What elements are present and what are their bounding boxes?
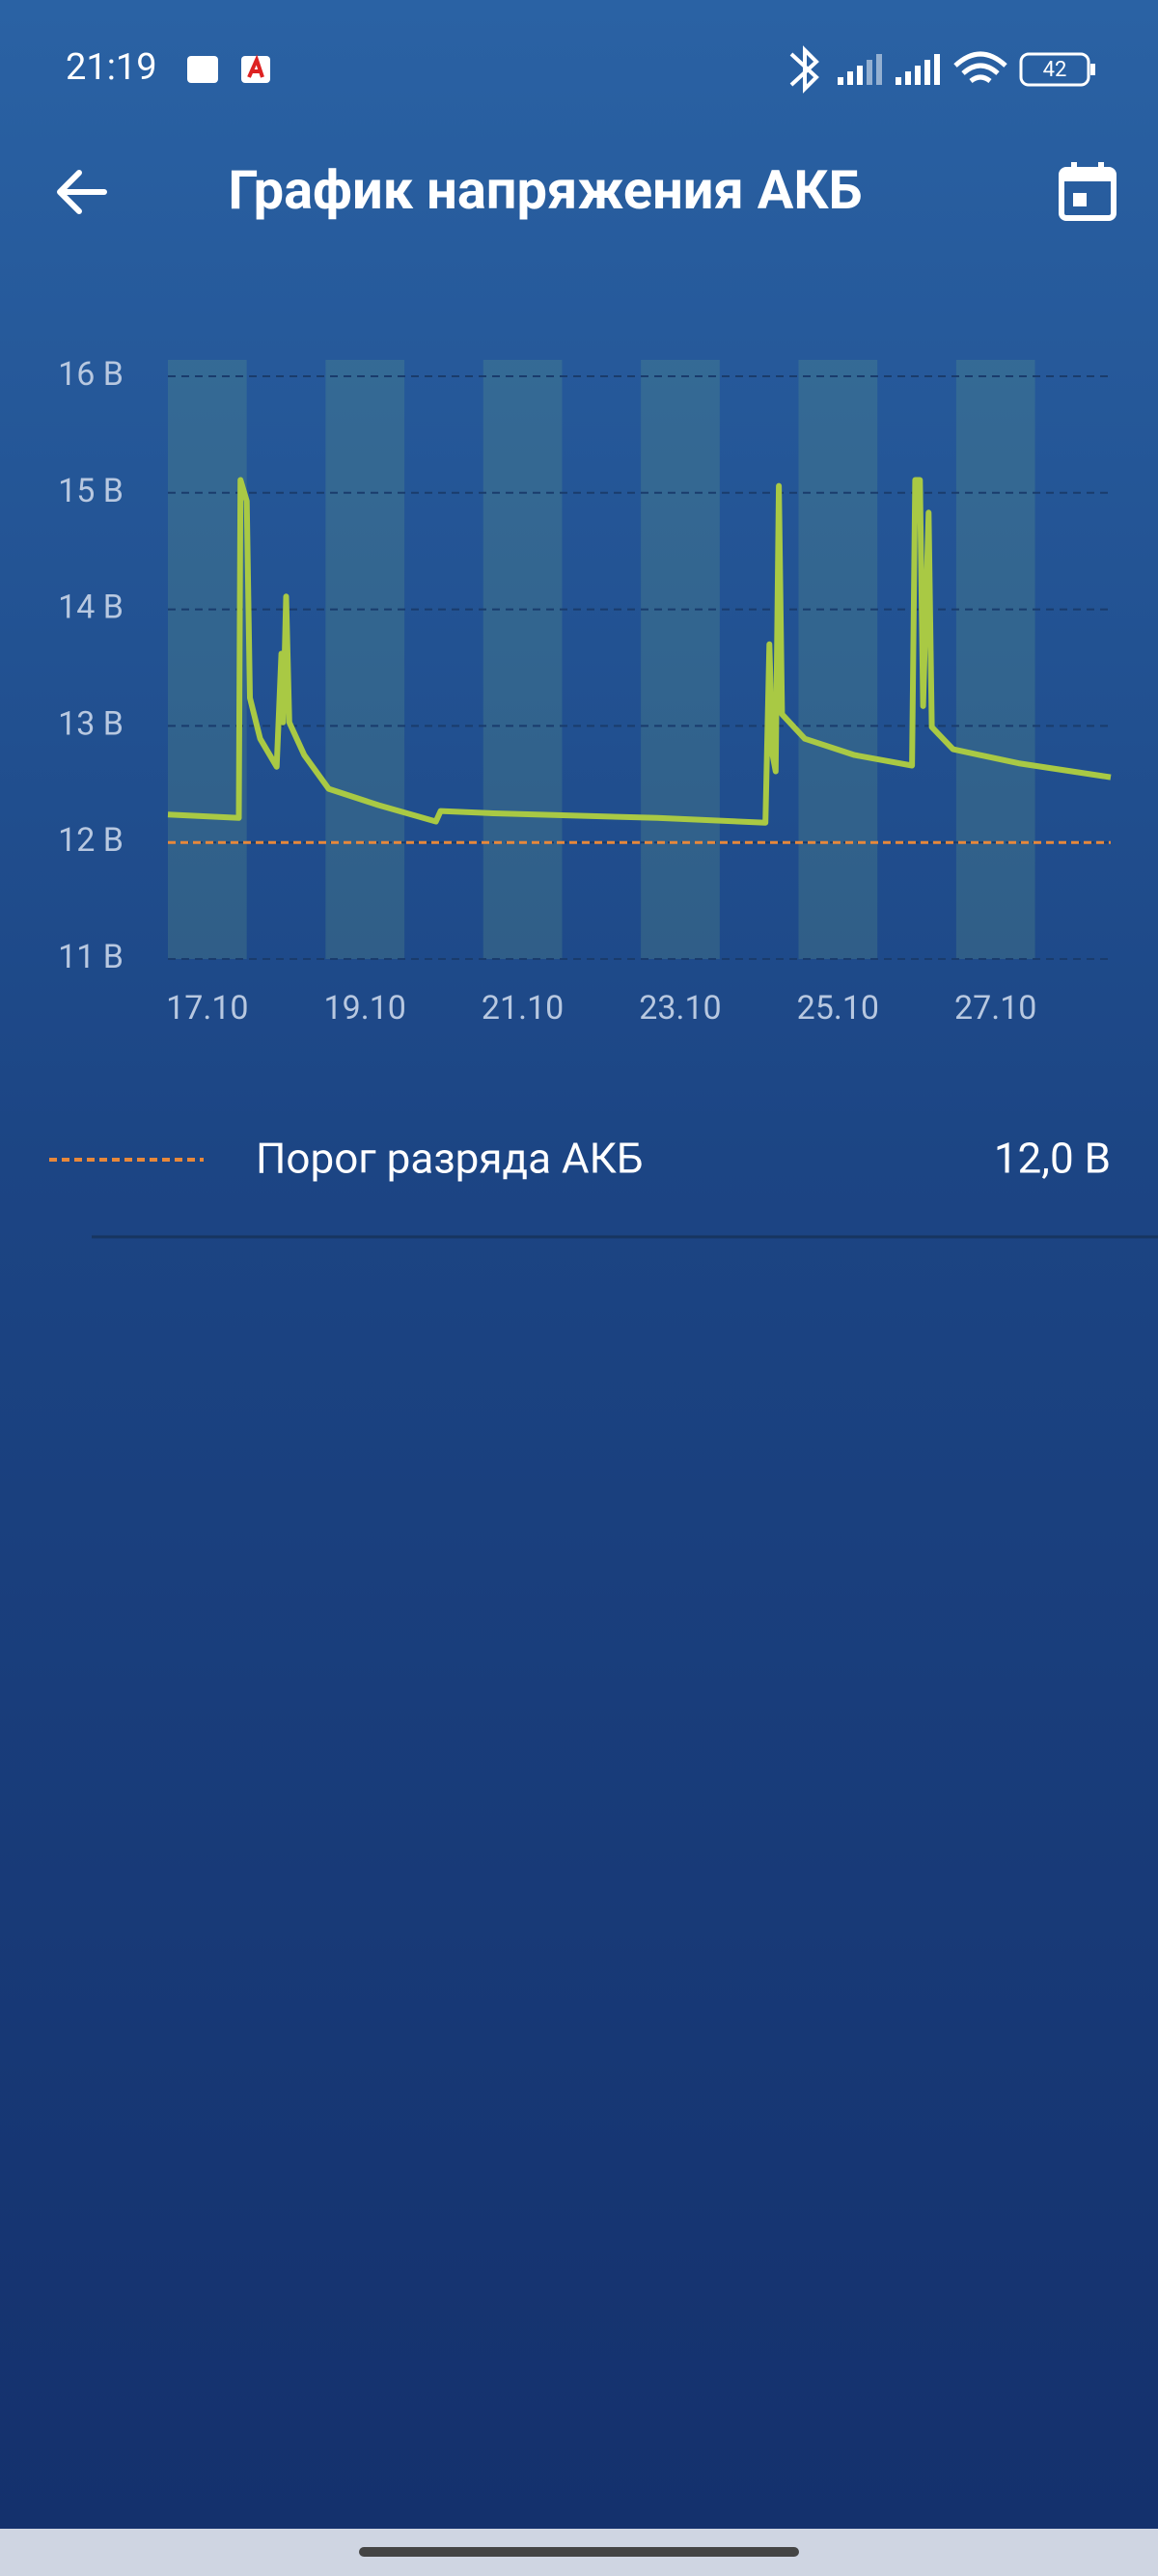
x-tick-label: 23.10 — [639, 989, 721, 1028]
x-tick-label: 27.10 — [954, 989, 1036, 1028]
y-tick-label: 11 В — [58, 938, 124, 976]
home-handle[interactable] — [359, 2547, 799, 2557]
y-tick-label: 14 В — [58, 589, 124, 627]
battery-tip — [1090, 64, 1095, 75]
x-tick-label: 25.10 — [797, 989, 879, 1028]
signal-icon — [838, 54, 940, 85]
legend-label: Порог разряда АКБ — [256, 1134, 644, 1184]
chart: 17.10 19.10 21.10 23.10 25.10 27.10 16 В 15 В 14… — [58, 355, 1112, 1028]
x-tick-label: 17.10 — [166, 989, 248, 1028]
page-title: График напряжения АКБ — [228, 158, 862, 222]
status-time: 21:19 — [66, 46, 157, 89]
bluetooth-icon — [789, 45, 819, 94]
day-band — [325, 360, 405, 959]
battery-icon — [1019, 52, 1090, 87]
day-band — [955, 360, 1035, 959]
calendar-button[interactable] — [1059, 162, 1117, 221]
day-band — [168, 360, 247, 959]
back-button[interactable] — [57, 170, 107, 214]
legend-value: 12,0 В — [994, 1134, 1111, 1184]
x-tick-label: 21.10 — [482, 989, 564, 1028]
voltage-line — [167, 477, 1112, 826]
battery-level: 42 — [1043, 58, 1067, 82]
y-tick-label: 15 В — [58, 472, 124, 510]
notification-glyph — [247, 54, 264, 78]
notification-icon — [187, 56, 218, 83]
wifi-icon — [953, 51, 1007, 84]
y-tick-label: 12 В — [58, 821, 124, 860]
y-tick-label: 13 В — [58, 704, 124, 743]
day-band — [798, 360, 878, 959]
day-band — [482, 360, 563, 959]
x-tick-label: 19.10 — [324, 989, 406, 1028]
day-band — [641, 360, 720, 959]
y-tick-label: 16 В — [58, 355, 124, 394]
